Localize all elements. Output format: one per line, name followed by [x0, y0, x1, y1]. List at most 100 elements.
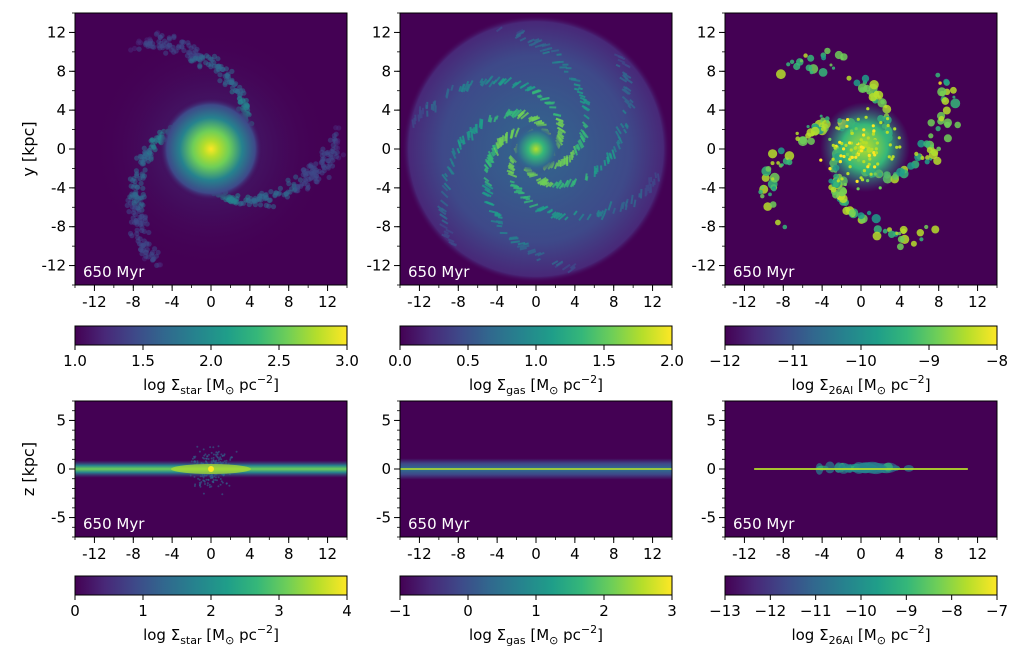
gas-filament — [508, 170, 515, 175]
x-tick-label: 12 — [643, 293, 662, 311]
al26-clump — [856, 187, 860, 191]
gas-filament — [504, 136, 507, 142]
x-tick-label: 0 — [531, 293, 541, 311]
gas-filament — [578, 213, 585, 222]
colorbar-label-sub: 26Al — [829, 634, 854, 647]
data-point — [229, 68, 235, 74]
gas-filament — [656, 173, 660, 182]
y-tick-label: -12 — [692, 257, 717, 275]
halo-star — [221, 454, 224, 457]
halo-star — [198, 478, 201, 481]
y-tick-label: -8 — [51, 218, 66, 236]
gas-filament — [484, 158, 492, 167]
gas-filament — [568, 155, 572, 163]
y-tick-label: 4 — [381, 101, 391, 119]
al26-clump — [848, 209, 857, 217]
gas-filament — [534, 43, 545, 49]
data-point — [200, 55, 206, 61]
data-point — [142, 214, 148, 220]
panel-al26-edgeon: 650 Myr -12 -8 -4 0 4 8 12 -5 0 5 −13 −12 −11 −10 −9 −8 −… — [701, 400, 1008, 647]
colorbar-label-main: log Σ — [143, 376, 180, 394]
gas-filament — [494, 76, 501, 83]
x-tick-label: 4 — [570, 293, 580, 311]
al26-clump — [923, 140, 931, 148]
gas-filament — [558, 120, 564, 125]
gas-filament — [497, 216, 503, 219]
gas-filament — [578, 131, 586, 141]
data-point — [222, 81, 228, 88]
al26-clump — [907, 162, 915, 170]
halo-star — [203, 480, 206, 483]
gas-filament — [516, 29, 524, 35]
gas-filament — [471, 128, 474, 134]
gas-filament — [487, 154, 495, 164]
y-tick-label: 0 — [56, 140, 66, 158]
al26-clump — [846, 75, 852, 81]
gas-filament — [411, 119, 415, 128]
gas-filament — [615, 63, 621, 68]
gas-filament — [536, 258, 541, 262]
data-point — [234, 88, 241, 94]
y-tick-label: -5 — [376, 509, 391, 527]
gas-filament — [578, 94, 586, 99]
x-tick-label: -8 — [451, 293, 466, 311]
al26-clump — [893, 127, 897, 131]
data-point — [325, 165, 331, 171]
x-tick-label: 4 — [245, 545, 255, 563]
al26-clump — [899, 225, 908, 234]
data-point — [157, 34, 163, 41]
colorbar-label-unit2: pc — [558, 626, 581, 644]
data-point — [208, 64, 214, 70]
gas-filament — [627, 104, 632, 109]
gas-filament — [600, 165, 603, 171]
gas-filament — [513, 186, 523, 190]
al26-clump — [769, 201, 777, 208]
colorbar-tick-label: 2.5 — [267, 352, 291, 370]
halo-star — [207, 458, 210, 460]
y-tick-label: 8 — [56, 62, 66, 80]
colorbar-label: log Σgas [M⊙ pc−2] — [469, 373, 603, 397]
al26-clump — [825, 116, 830, 121]
gas-filament — [443, 230, 449, 235]
al26-clump — [914, 151, 919, 156]
halo-star — [212, 456, 215, 459]
data-point — [126, 209, 132, 215]
gas-filament — [612, 145, 617, 153]
al26-clump — [829, 63, 833, 67]
gas-filament — [654, 172, 658, 179]
al26-clump — [897, 136, 901, 140]
x-tick-label: -4 — [165, 545, 180, 563]
gas-filament — [481, 191, 490, 198]
gas-filament — [515, 80, 522, 86]
data-point — [334, 140, 341, 146]
gas-filament — [621, 95, 630, 104]
gas-filament — [584, 173, 588, 181]
halo-star — [200, 481, 203, 483]
time-annotation: 650 Myr — [733, 515, 795, 533]
colorbar-tick-label: 0 — [463, 602, 473, 620]
gas-filament — [593, 166, 596, 174]
colorbar-label-sup: −2 — [908, 623, 924, 636]
colorbar-tick-label: 2 — [599, 602, 609, 620]
x-tick-label: -12 — [732, 293, 757, 311]
halo-star — [211, 480, 214, 483]
gas-filament — [505, 110, 511, 118]
halo-star — [201, 456, 204, 459]
galaxy-core — [208, 466, 214, 472]
gas-filament — [553, 212, 561, 219]
halo-star — [205, 478, 208, 481]
al26-clump — [795, 131, 799, 136]
gas-filament — [439, 199, 449, 207]
gas-filament — [622, 72, 632, 79]
halo-star — [194, 483, 197, 486]
al26-clump — [927, 119, 935, 127]
al26-clump — [844, 143, 848, 147]
gas-filament — [582, 98, 591, 104]
gas-filament — [638, 193, 641, 198]
al26-bubble — [834, 462, 843, 473]
gas-filament — [487, 157, 493, 164]
al26-clump — [931, 149, 939, 157]
data-point — [142, 167, 148, 173]
gas-filament — [544, 181, 550, 186]
